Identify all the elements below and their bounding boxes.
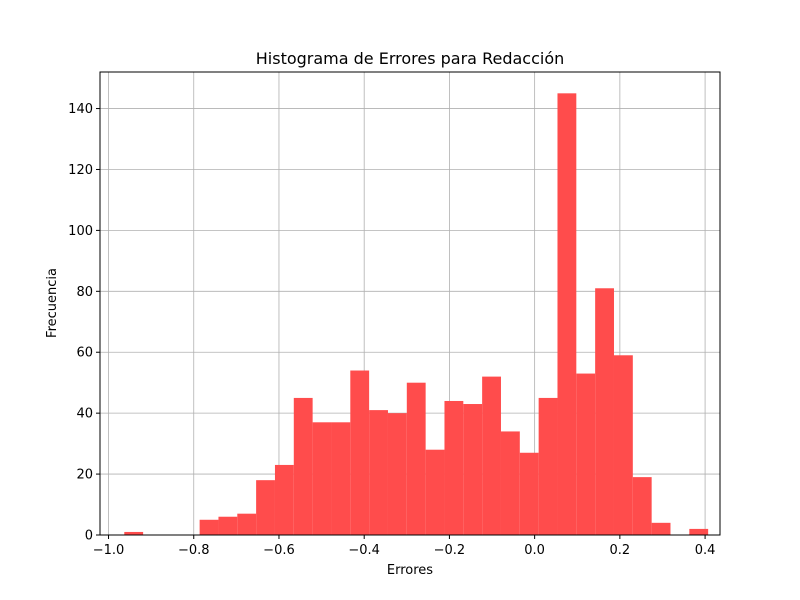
histogram-bar <box>274 464 294 535</box>
histogram-bar <box>444 400 464 535</box>
x-tick-label: 0.4 <box>695 543 716 558</box>
y-tick-label: 60 <box>76 346 93 361</box>
y-tick-label: 140 <box>68 102 93 117</box>
x-tick-label: −0.2 <box>434 543 466 558</box>
histogram-bar <box>369 410 388 535</box>
histogram-bar <box>387 413 407 535</box>
y-tick-label: 80 <box>76 285 93 300</box>
histogram-bar <box>199 519 219 535</box>
x-tick-label: −0.4 <box>348 543 380 558</box>
histogram-bar <box>613 355 633 535</box>
y-tick-label: 20 <box>76 468 93 483</box>
histogram-bar <box>425 449 445 535</box>
x-tick-label: −1.0 <box>93 543 125 558</box>
x-tick-label: 0.0 <box>524 543 545 558</box>
histogram-bar <box>256 480 275 535</box>
histogram-bar <box>124 531 144 535</box>
histogram-bar <box>406 382 426 535</box>
x-tick-label: −0.6 <box>263 543 295 558</box>
histogram-bar <box>350 370 370 535</box>
histogram-bar <box>632 477 652 535</box>
histogram-bar <box>595 288 614 535</box>
histogram-bar <box>331 422 351 535</box>
y-tick-label: 120 <box>68 163 93 178</box>
y-ticks: 0 20 40 60 80 100 120 140 <box>68 102 100 544</box>
histogram-bar <box>576 373 596 535</box>
histogram-bar <box>463 404 483 535</box>
histogram-bar <box>538 397 558 535</box>
y-tick-label: 100 <box>68 224 93 239</box>
histogram-bar <box>237 513 257 535</box>
x-tick-label: −0.8 <box>178 543 210 558</box>
histogram-bar <box>293 397 313 535</box>
x-ticks: −1.0 −0.8 −0.6 −0.4 −0.2 0.0 0.2 0.4 <box>93 535 716 558</box>
histogram-bar <box>519 452 539 535</box>
y-tick-label: 40 <box>76 407 93 422</box>
histogram-bar <box>312 422 332 535</box>
histogram-bar <box>218 516 238 535</box>
plot-frame <box>99 71 721 536</box>
grid-layer <box>100 72 720 536</box>
histogram-bar <box>557 93 577 536</box>
histogram-bar <box>689 528 709 535</box>
histogram-bar <box>651 522 671 535</box>
bars-layer <box>124 93 709 536</box>
y-axis-label: Frecuencia <box>45 268 60 338</box>
chart-title: Histograma de Errores para Redacción <box>256 49 565 68</box>
y-tick-label: 0 <box>85 529 93 544</box>
histogram-bar <box>482 376 501 535</box>
x-axis-label: Errores <box>387 563 433 578</box>
x-tick-label: 0.2 <box>610 543 631 558</box>
histogram-bar <box>500 431 520 535</box>
